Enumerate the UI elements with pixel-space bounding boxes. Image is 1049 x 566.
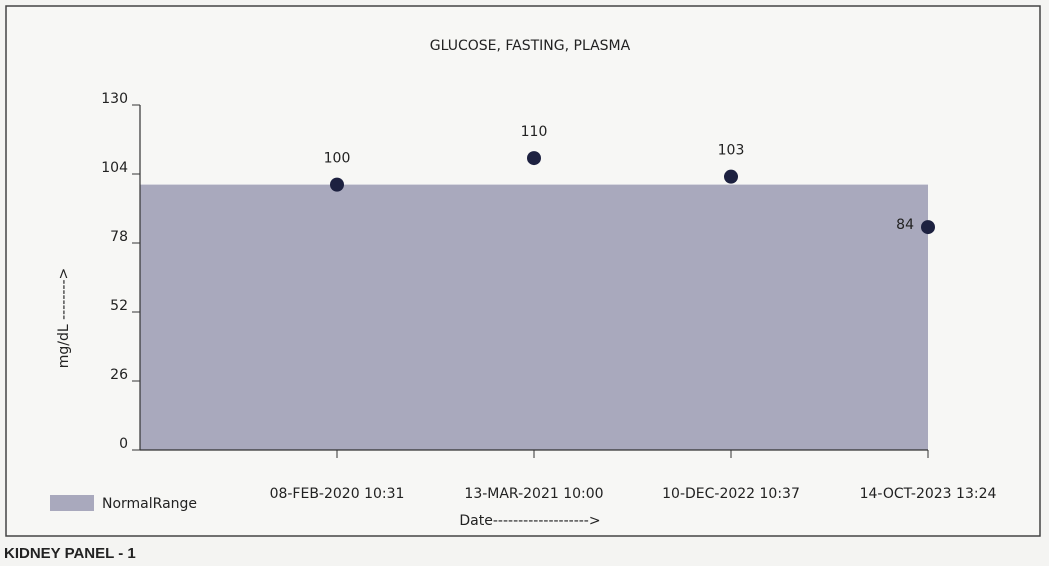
y-axis-label: mg/dL --------> <box>56 268 72 369</box>
y-tick-label: 52 <box>110 298 128 314</box>
y-tick-label: 78 <box>110 229 128 245</box>
x-tick-label: 13-MAR-2021 10:00 <box>464 486 603 502</box>
y-tick-label: 26 <box>110 367 128 383</box>
x-tick-label: 10-DEC-2022 10:37 <box>662 486 800 502</box>
data-point <box>527 151 541 166</box>
y-tick-label: 130 <box>101 91 128 107</box>
legend-swatch <box>50 495 94 511</box>
data-point <box>330 177 344 192</box>
value-label: 110 <box>521 124 548 140</box>
normal-range-band <box>140 184 928 450</box>
x-tick-label: 14-OCT-2023 13:24 <box>860 486 997 502</box>
value-label: 84 <box>896 217 914 233</box>
value-label: 103 <box>718 143 745 159</box>
data-point <box>724 169 738 184</box>
x-tick-label: 08-FEB-2020 10:31 <box>270 486 405 502</box>
data-point <box>921 220 935 235</box>
y-tick-label: 0 <box>119 436 128 452</box>
value-label: 100 <box>324 151 351 167</box>
footer: KIDNEY PANEL - 1 <box>4 545 136 562</box>
y-tick-label: 104 <box>101 160 128 176</box>
chart-title: GLUCOSE, FASTING, PLASMA <box>430 38 631 54</box>
legend-label: NormalRange <box>102 496 197 512</box>
x-axis-label: Date-------------------> <box>459 513 600 529</box>
